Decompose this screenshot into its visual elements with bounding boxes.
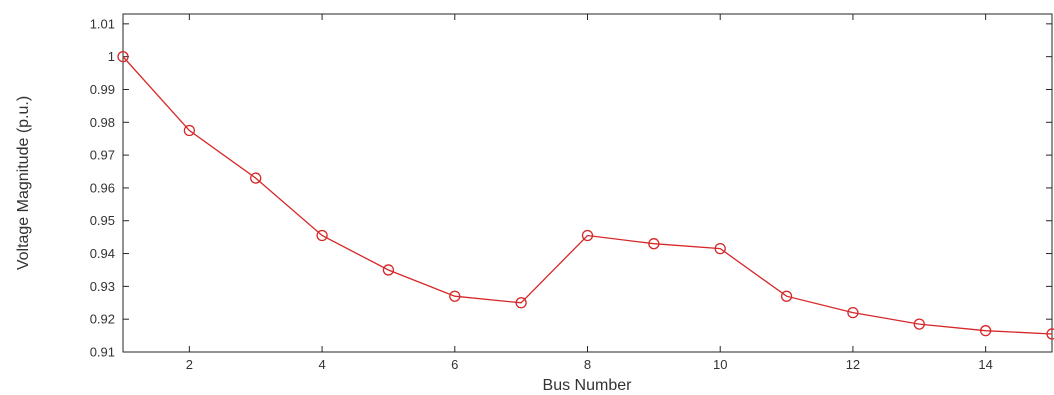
y-tick-label: 0.95 [90, 213, 115, 228]
data-point-marker [183, 124, 196, 137]
x-tick-label: 2 [186, 357, 193, 372]
data-point-marker [449, 290, 461, 302]
x-axis-label: Bus Number [543, 377, 633, 394]
y-tick-label: 1 [108, 49, 115, 64]
y-tick-label: 0.94 [90, 246, 115, 261]
series-group [117, 51, 1054, 340]
data-point-marker [847, 306, 859, 319]
x-tick-label: 8 [584, 357, 591, 372]
y-tick-label: 1.01 [90, 16, 115, 31]
x-tick-label: 4 [318, 357, 325, 372]
data-point-marker [250, 172, 262, 184]
x-tick-label: 10 [713, 357, 727, 372]
y-tick-label: 0.98 [90, 115, 115, 130]
y-tick-label: 0.92 [90, 312, 115, 327]
y-tick-label: 0.97 [90, 148, 115, 163]
x-tick-label: 14 [978, 357, 992, 372]
y-tick-label: 0.91 [90, 345, 115, 360]
data-point-marker [648, 238, 660, 250]
x-axis-ticks: 2 4 6 8 10 12 14 [186, 14, 993, 372]
data-point-marker [581, 229, 594, 242]
data-point-marker [979, 325, 992, 337]
y-tick-label: 0.96 [90, 180, 115, 195]
data-point-marker [316, 229, 328, 242]
data-point-marker [1046, 328, 1054, 340]
plot-area [122, 13, 1053, 353]
data-point-marker [515, 297, 527, 309]
y-axis-ticks: 0.91 0.92 0.93 0.94 0.95 0.96 0.97 0.98 0.99 1 1.0… [90, 16, 1052, 360]
data-point-marker [714, 242, 726, 255]
y-tick-label: 0.99 [90, 82, 115, 97]
data-point-marker [780, 290, 793, 302]
y-axis-label: Voltage Magnitude (p.u.) [15, 96, 32, 270]
data-point-marker [117, 51, 129, 63]
data-point-marker [382, 264, 395, 276]
y-tick-label: 0.93 [90, 279, 115, 294]
data-point-marker [913, 318, 925, 330]
series-line [122, 56, 1053, 335]
x-tick-label: 6 [451, 357, 458, 372]
x-tick-label: 12 [846, 357, 860, 372]
